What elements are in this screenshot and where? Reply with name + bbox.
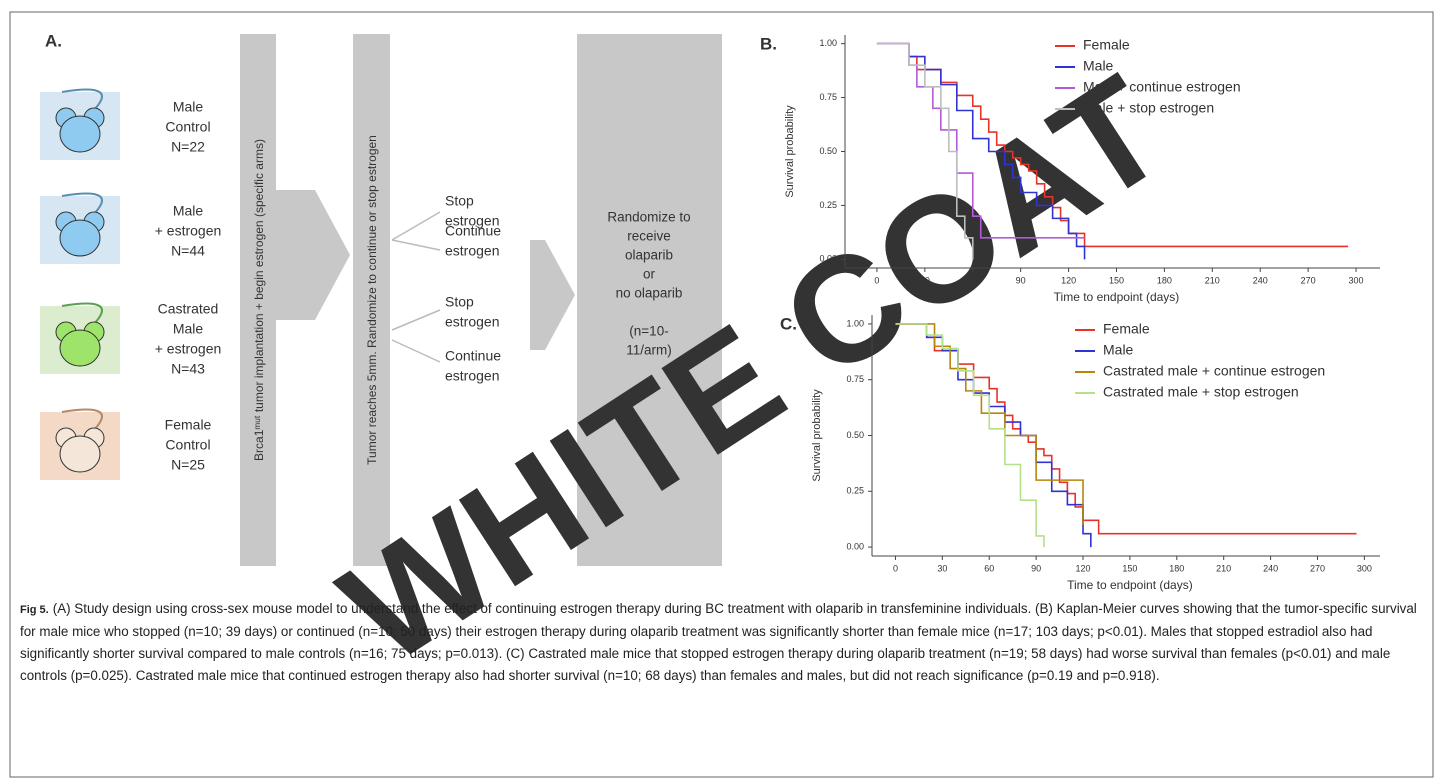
x-tick-label: 180 xyxy=(1157,275,1172,285)
choice-label: estrogen xyxy=(445,213,499,229)
x-tick-label: 240 xyxy=(1253,275,1268,285)
flow-arrow xyxy=(276,190,350,320)
y-tick-label: 0.00 xyxy=(846,541,864,551)
step-text: Tumor reaches 5mm. Randomize to continue… xyxy=(365,135,379,465)
choice-label: estrogen xyxy=(445,314,499,330)
y-tick-label: 0.75 xyxy=(819,92,837,102)
group-label: Control xyxy=(165,119,210,135)
panel-label: C. xyxy=(780,314,797,333)
y-tick-label: 0.75 xyxy=(846,374,864,384)
panel-label: A. xyxy=(45,31,62,50)
legend-label: Male + continue estrogen xyxy=(1083,79,1241,95)
group-label: Control xyxy=(165,437,210,453)
caption-label: Fig 5. xyxy=(20,604,49,616)
legend-label: Female xyxy=(1083,37,1130,53)
y-tick-label: 0.25 xyxy=(819,200,837,210)
x-tick-label: 180 xyxy=(1169,563,1184,573)
group-label: N=44 xyxy=(171,243,205,259)
x-tick-label: 90 xyxy=(1016,275,1026,285)
group-label: Female xyxy=(165,417,212,433)
x-tick-label: 150 xyxy=(1122,563,1137,573)
survival-curve xyxy=(876,42,1349,248)
x-tick-label: 120 xyxy=(1075,563,1090,573)
x-tick-label: 60 xyxy=(968,275,978,285)
legend-label: Female xyxy=(1103,321,1150,337)
group-label: N=25 xyxy=(171,457,205,473)
group-label: Male xyxy=(173,203,204,219)
step-box xyxy=(577,34,722,566)
y-tick-label: 0.50 xyxy=(819,146,837,156)
step-box-text: no olaparib xyxy=(616,286,683,301)
survival-curve xyxy=(895,323,1045,548)
choice-label: Stop xyxy=(445,294,474,310)
y-axis-label: Survival probability xyxy=(784,105,796,198)
step-banner xyxy=(240,34,276,566)
legend-label: Castrated male + continue estrogen xyxy=(1103,363,1325,379)
y-tick-label: 0.00 xyxy=(819,254,837,264)
step-box-text: olaparib xyxy=(625,248,673,263)
x-tick-label: 270 xyxy=(1310,563,1325,573)
caption-text: (A) Study design using cross-sex mouse m… xyxy=(20,601,1417,683)
step-box-text: (n=10- xyxy=(629,324,668,339)
x-tick-label: 300 xyxy=(1349,275,1364,285)
choice-label: estrogen xyxy=(445,368,499,384)
x-tick-label: 240 xyxy=(1263,563,1278,573)
choice-label: Continue xyxy=(445,348,501,364)
x-tick-label: 90 xyxy=(1031,563,1041,573)
x-tick-label: 300 xyxy=(1357,563,1372,573)
step-box-text: 11/arm) xyxy=(626,343,672,358)
mouse-icon xyxy=(40,302,120,374)
branch-arrows xyxy=(391,211,441,363)
flow-arrow xyxy=(530,240,575,350)
step-box-text: or xyxy=(643,267,656,282)
x-axis-label: Time to endpoint (days) xyxy=(1054,290,1180,304)
x-tick-label: 60 xyxy=(984,563,994,573)
x-axis-label: Time to endpoint (days) xyxy=(1067,578,1193,592)
group-label: + estrogen xyxy=(155,223,222,239)
x-tick-label: 210 xyxy=(1205,275,1220,285)
y-tick-label: 0.50 xyxy=(846,430,864,440)
panel-label: B. xyxy=(760,34,777,53)
group-label: Castrated xyxy=(158,301,219,317)
x-tick-label: 210 xyxy=(1216,563,1231,573)
mouse-icon xyxy=(40,88,120,160)
choice-label: estrogen xyxy=(445,243,499,259)
caption: Fig 5. (A) Study design using cross-sex m… xyxy=(20,598,1425,687)
step-box-text: receive xyxy=(627,229,671,244)
mouse-icon xyxy=(40,192,120,264)
legend-label: Male xyxy=(1103,342,1134,358)
group-label: Male xyxy=(173,321,204,337)
x-tick-label: 0 xyxy=(893,563,898,573)
legend-label: Castrated male + stop estrogen xyxy=(1103,384,1299,400)
step-box-text: Randomize to xyxy=(607,210,690,225)
x-tick-label: 0 xyxy=(874,275,879,285)
mouse-icon xyxy=(40,408,120,480)
choice-label: Stop xyxy=(445,193,474,209)
step-banner xyxy=(353,34,390,566)
group-label: N=43 xyxy=(171,361,205,377)
y-tick-label: 0.25 xyxy=(846,486,864,496)
y-tick-label: 1.00 xyxy=(819,38,837,48)
legend-label: Male + stop estrogen xyxy=(1083,100,1214,116)
x-tick-label: 30 xyxy=(937,563,947,573)
group-label: Male xyxy=(173,99,204,115)
group-label: + estrogen xyxy=(155,341,222,357)
figure-border xyxy=(9,11,1434,778)
step-text: Brca1ᵐᵘᵗ tumor implantation + begin estr… xyxy=(252,139,266,461)
legend-label: Male xyxy=(1083,58,1114,74)
survival-curve xyxy=(876,42,974,260)
x-tick-label: 30 xyxy=(920,275,930,285)
group-label: N=22 xyxy=(171,139,205,155)
choice-label: Continue xyxy=(445,223,501,239)
x-tick-label: 120 xyxy=(1061,275,1076,285)
y-tick-label: 1.00 xyxy=(846,318,864,328)
y-axis-label: Survival probability xyxy=(811,389,823,482)
x-tick-label: 150 xyxy=(1109,275,1124,285)
x-tick-label: 270 xyxy=(1301,275,1316,285)
